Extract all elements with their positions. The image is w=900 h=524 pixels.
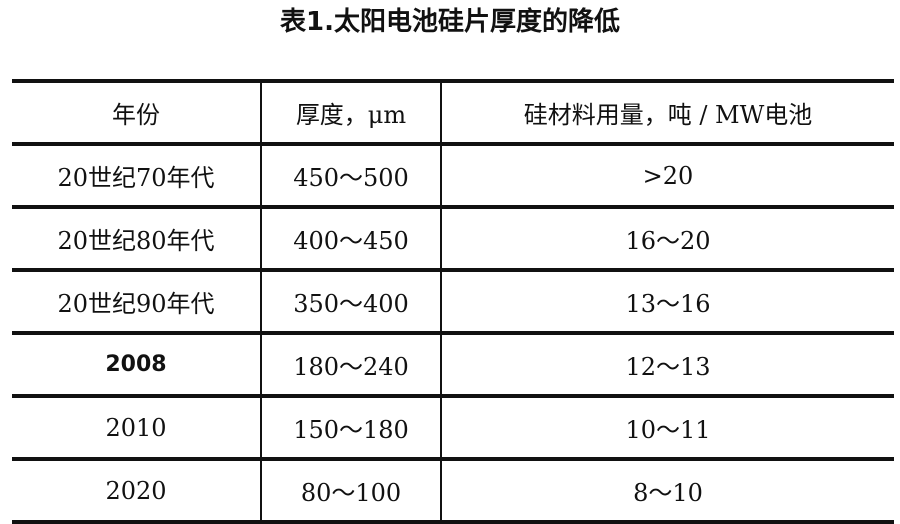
table-row: 20世纪80年代 400～450 16～20 [12,205,894,272]
table-title: 表1.太阳电池硅片厚度的降低 [280,7,620,37]
cell-thickness: 80～100 [260,457,441,524]
table-row: 2020 80～100 8～10 [12,457,894,524]
header-year: 年份 [12,79,261,146]
cell-silicon-usage: 8～10 [440,457,894,524]
header-thickness: 厚度，μm [260,79,441,146]
cell-year: 2008 [12,331,261,398]
cell-thickness: 180～240 [260,331,441,398]
cell-year: 20世纪90年代 [12,268,261,335]
cell-silicon-usage: 16～20 [440,205,894,272]
header-row: 年份 厚度，μm 硅材料用量，吨 / MW电池 [12,79,894,146]
table-row: 20世纪90年代 350～400 13～16 [12,268,894,335]
cell-silicon-usage: 13～16 [440,268,894,335]
cell-year: 20世纪70年代 [12,142,261,209]
cell-thickness: 150～180 [260,394,441,461]
cell-thickness: 450～500 [260,142,441,209]
cell-silicon-usage: >20 [440,142,894,209]
table-row: 20世纪70年代 450～500 >20 [12,142,894,209]
cell-thickness: 400～450 [260,205,441,272]
silicon-wafer-thickness-table: 年份 厚度，μm 硅材料用量，吨 / MW电池 20世纪70年代 450～500… [12,79,894,524]
header-silicon-usage: 硅材料用量，吨 / MW电池 [440,79,894,146]
table-row: 2008 180～240 12～13 [12,331,894,398]
cell-silicon-usage: 10～11 [440,394,894,461]
cell-silicon-usage: 12～13 [440,331,894,398]
cell-year: 2010 [12,394,261,461]
cell-year: 2020 [12,457,261,524]
table-row: 2010 150～180 10～11 [12,394,894,461]
cell-thickness: 350～400 [260,268,441,335]
cell-year: 20世纪80年代 [12,205,261,272]
